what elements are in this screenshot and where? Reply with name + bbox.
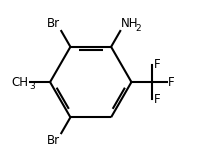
Text: 2: 2	[135, 24, 141, 33]
Text: Br: Br	[47, 134, 60, 147]
Text: Br: Br	[47, 17, 60, 30]
Text: F: F	[168, 76, 175, 89]
Text: F: F	[154, 58, 160, 71]
Text: 3: 3	[30, 82, 35, 91]
Text: NH: NH	[121, 17, 139, 30]
Text: F: F	[154, 93, 160, 106]
Text: CH: CH	[12, 76, 29, 89]
